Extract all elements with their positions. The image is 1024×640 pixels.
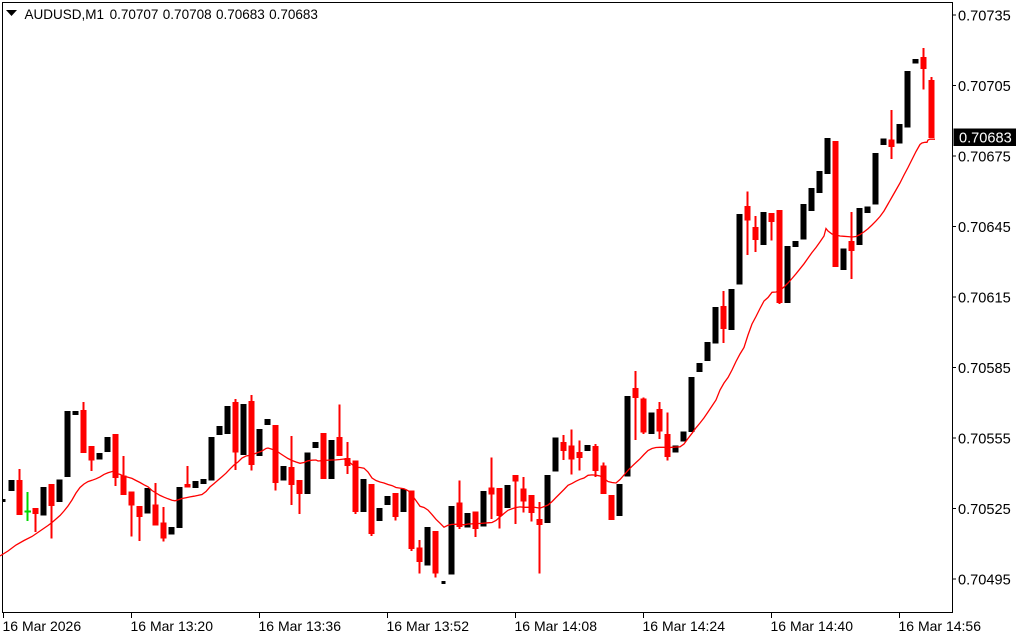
svg-text:0.70555: 0.70555	[958, 431, 1011, 447]
svg-text:0.70683: 0.70683	[216, 7, 265, 22]
svg-text:0.70735: 0.70735	[958, 8, 1011, 24]
svg-text:16 Mar 14:24: 16 Mar 14:24	[643, 618, 726, 634]
svg-text:0.70615: 0.70615	[958, 290, 1011, 306]
svg-text:0.70683: 0.70683	[269, 7, 318, 22]
svg-text:16 Mar 14:08: 16 Mar 14:08	[515, 618, 598, 634]
svg-text:0.70645: 0.70645	[958, 220, 1011, 236]
svg-text:16 Mar 14:40: 16 Mar 14:40	[771, 618, 854, 634]
svg-text:0.70683: 0.70683	[959, 130, 1012, 146]
svg-text:0.70675: 0.70675	[958, 149, 1011, 165]
svg-text:0.70705: 0.70705	[958, 79, 1011, 95]
svg-text:16 Mar 14:56: 16 Mar 14:56	[899, 618, 982, 634]
svg-text:16 Mar 13:52: 16 Mar 13:52	[387, 618, 470, 634]
svg-text:0.70525: 0.70525	[958, 502, 1011, 518]
svg-text:16 Mar 2026: 16 Mar 2026	[3, 618, 82, 634]
svg-text:0.70495: 0.70495	[958, 572, 1011, 588]
svg-text:0.70585: 0.70585	[958, 361, 1011, 377]
svg-text:16 Mar 13:20: 16 Mar 13:20	[131, 618, 214, 634]
svg-text:0.70708: 0.70708	[163, 7, 212, 22]
svg-text:16 Mar 13:36: 16 Mar 13:36	[259, 618, 342, 634]
svg-text:0.70707: 0.70707	[110, 7, 159, 22]
svg-text:AUDUSD,M1: AUDUSD,M1	[25, 7, 105, 22]
